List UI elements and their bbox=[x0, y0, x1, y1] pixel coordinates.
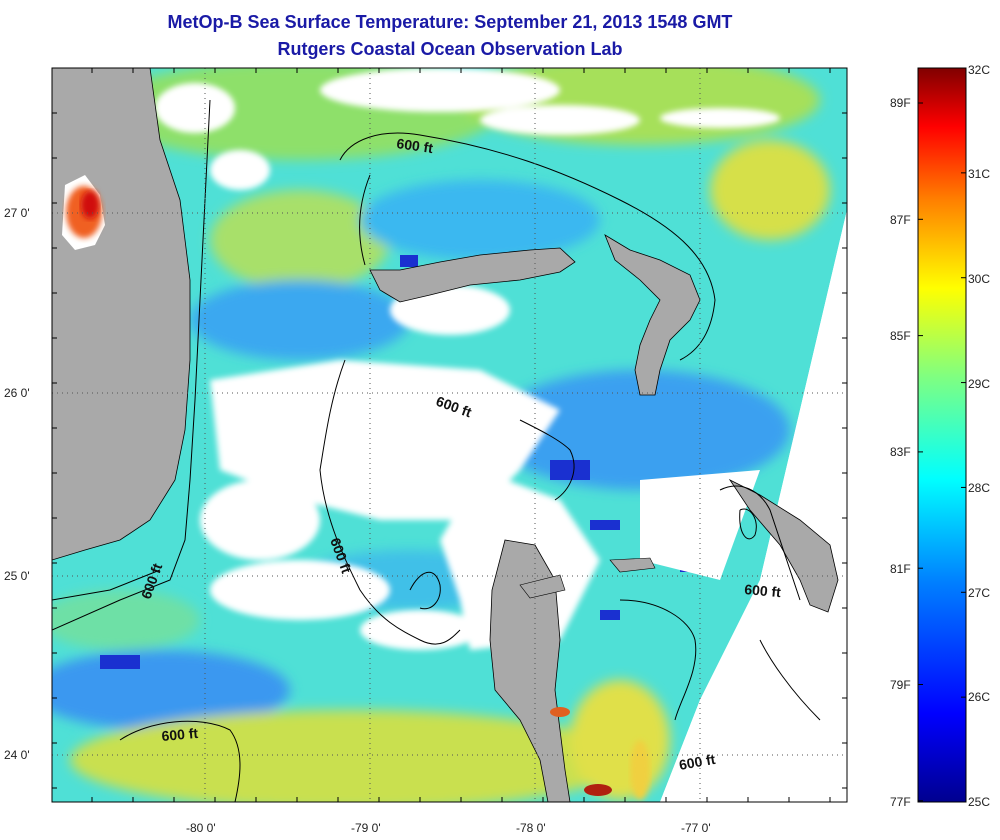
colorbar-celsius-label: 29C bbox=[968, 377, 990, 391]
colorbar-gradient bbox=[917, 67, 967, 803]
contour-label: 600 ft bbox=[161, 725, 199, 744]
colorbar-fahrenheit-label: 89F bbox=[890, 96, 911, 110]
colorbar-celsius-label: 25C bbox=[968, 795, 990, 809]
lat-tick-label: 27 0' bbox=[4, 206, 30, 220]
colorbar-fahrenheit-label: 77F bbox=[890, 795, 911, 809]
cloud-mask bbox=[155, 68, 780, 650]
lat-tick-label: 24 0' bbox=[4, 748, 30, 762]
colorbar-celsius-label: 26C bbox=[968, 690, 990, 704]
lon-tick-label: -80 0' bbox=[186, 821, 216, 835]
lon-tick-label: -78 0' bbox=[516, 821, 546, 835]
colorbar-celsius-label: 28C bbox=[968, 481, 990, 495]
lon-tick-label: -77 0' bbox=[681, 821, 711, 835]
contour-label: 600 ft bbox=[744, 581, 782, 600]
colorbar-celsius-label: 31C bbox=[968, 167, 990, 181]
map-frame bbox=[51, 67, 848, 803]
map-ticks bbox=[52, 68, 847, 802]
lat-tick-label: 26 0' bbox=[4, 386, 30, 400]
contour-label: 600 ft bbox=[396, 135, 435, 156]
colorbar-celsius-label: 32C bbox=[968, 63, 990, 77]
no-data-region bbox=[660, 210, 847, 802]
abaco-island bbox=[604, 234, 701, 396]
lon-tick-label: -79 0' bbox=[351, 821, 381, 835]
andros-island bbox=[489, 539, 571, 802]
colorbar-fahrenheit-label: 79F bbox=[890, 678, 911, 692]
map-title: MetOp-B Sea Surface Temperature: Septemb… bbox=[167, 12, 733, 32]
eleuthera-island bbox=[728, 478, 839, 613]
grand-bahama bbox=[369, 247, 576, 303]
bathymetry-contours bbox=[52, 99, 821, 802]
colorbar-celsius-label: 27C bbox=[968, 586, 990, 600]
map-subtitle: Rutgers Coastal Ocean Observation Lab bbox=[277, 39, 623, 59]
map-area bbox=[52, 68, 847, 802]
contour-label: 600 ft bbox=[678, 751, 717, 773]
colorbar-fahrenheit-label: 87F bbox=[890, 213, 911, 227]
colorbar-fahrenheit-label: 85F bbox=[890, 329, 911, 343]
colorbar: 32C 31C 30C 29C 28C 27C 26C 25C 89F 87F … bbox=[890, 63, 990, 809]
lat-tick-label: 25 0' bbox=[4, 569, 30, 583]
colorbar-fahrenheit-label: 81F bbox=[890, 562, 911, 576]
colorbar-fahrenheit-label: 83F bbox=[890, 445, 911, 459]
colorbar-celsius-label: 30C bbox=[968, 272, 990, 286]
